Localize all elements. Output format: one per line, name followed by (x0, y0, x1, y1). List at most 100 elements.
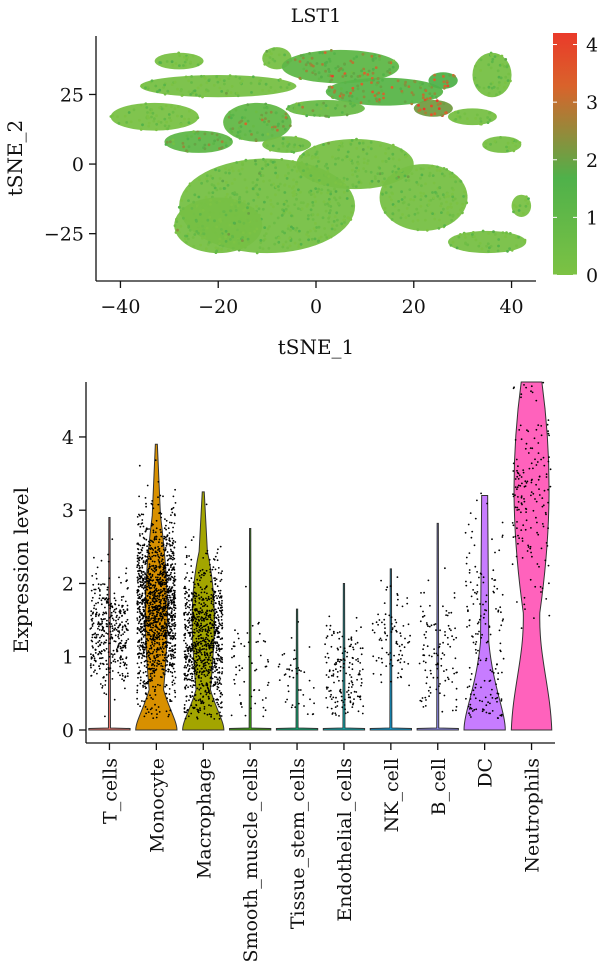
tsne-point (341, 96, 344, 100)
violin-point (195, 595, 198, 598)
tsne-point (199, 243, 203, 247)
violin-point (291, 704, 294, 706)
violin-point (189, 679, 192, 681)
violin-point (348, 666, 350, 669)
violin-point (108, 604, 110, 606)
violin-point (474, 648, 477, 651)
violin-point (170, 601, 173, 604)
tsne-point (287, 105, 291, 108)
violin-point (183, 711, 186, 713)
violin-point (191, 631, 193, 634)
violin-point (162, 581, 164, 584)
violin-point (165, 627, 168, 629)
violin-point (204, 690, 207, 693)
tsne-point (315, 226, 318, 229)
violin-point (390, 659, 392, 661)
violin-point (441, 710, 444, 713)
violin-point (390, 631, 393, 633)
tsne-point (293, 241, 297, 245)
tsne-point (348, 94, 351, 98)
violin-point (188, 606, 191, 609)
violin-point (156, 630, 159, 633)
violin-point (149, 624, 151, 627)
violin-point (500, 699, 503, 702)
violin-point (440, 664, 443, 667)
violin-point (380, 639, 383, 642)
violin-point (210, 651, 213, 654)
violin-point (407, 623, 410, 626)
violin-point (101, 686, 104, 689)
violin-point (147, 582, 150, 585)
violin-point (453, 672, 456, 675)
violin-point (470, 673, 473, 675)
tsne-point (497, 81, 501, 84)
tsne-point (384, 147, 388, 151)
violin-point (330, 698, 333, 700)
tsne-point (512, 210, 515, 214)
violin-point (158, 634, 161, 637)
tsne-x-tick-label: −40 (100, 296, 140, 318)
violin-point (200, 702, 203, 705)
violin-point (262, 715, 265, 718)
violin-point (184, 686, 186, 689)
tsne-point (349, 91, 352, 95)
violin-point (213, 637, 216, 640)
violin-point (220, 572, 223, 574)
violin-point (164, 635, 167, 638)
tsne-point (442, 102, 446, 106)
violin-point (145, 659, 147, 662)
violin-point (213, 684, 216, 687)
violin-point (152, 670, 155, 673)
tsne-point (286, 140, 290, 144)
tsne-point (218, 86, 222, 90)
tsne-point (243, 200, 246, 203)
tsne-point (377, 179, 380, 183)
violin-point (203, 591, 206, 594)
violin-point (146, 545, 149, 548)
tsne-point (261, 174, 265, 178)
tsne-point (335, 211, 339, 215)
violin-point (206, 652, 208, 655)
violin-point (213, 634, 216, 637)
violin-point (136, 543, 139, 545)
violin-point (184, 628, 187, 630)
tsne-point (179, 122, 183, 126)
violin-point (143, 682, 146, 685)
violin-point (142, 616, 145, 618)
violin-point (233, 678, 236, 681)
violin-point (172, 495, 175, 498)
violin-point (283, 652, 286, 655)
violin-point (209, 622, 212, 625)
violin-point (218, 625, 220, 628)
tsne-point (355, 147, 359, 150)
violin-point (476, 499, 478, 502)
tsne-point (158, 61, 162, 64)
violin-point (92, 622, 95, 625)
violin-point (174, 691, 177, 694)
violin-point (162, 561, 165, 564)
violin-point (144, 685, 146, 688)
violin-point (145, 666, 148, 669)
violin-point (396, 576, 399, 578)
violin-point (164, 621, 166, 623)
violin-point (395, 630, 398, 633)
violin-point (122, 608, 125, 611)
tsne-point (214, 246, 218, 250)
violin-point (377, 623, 379, 626)
violin-point (139, 566, 141, 569)
tsne-point (269, 86, 273, 89)
tsne-point (369, 141, 373, 144)
violin-point (174, 563, 177, 565)
tsne-point (174, 62, 178, 65)
violin-point (172, 657, 175, 659)
violin-point (117, 671, 120, 674)
violin-point (337, 660, 339, 663)
violin-point (152, 617, 155, 620)
violin-point (139, 597, 142, 600)
violin-point (220, 683, 223, 685)
violin-point (381, 647, 384, 650)
violin-point (125, 657, 128, 660)
violin-point (350, 686, 353, 688)
tsne-point (373, 175, 377, 178)
violin-point (114, 627, 117, 630)
